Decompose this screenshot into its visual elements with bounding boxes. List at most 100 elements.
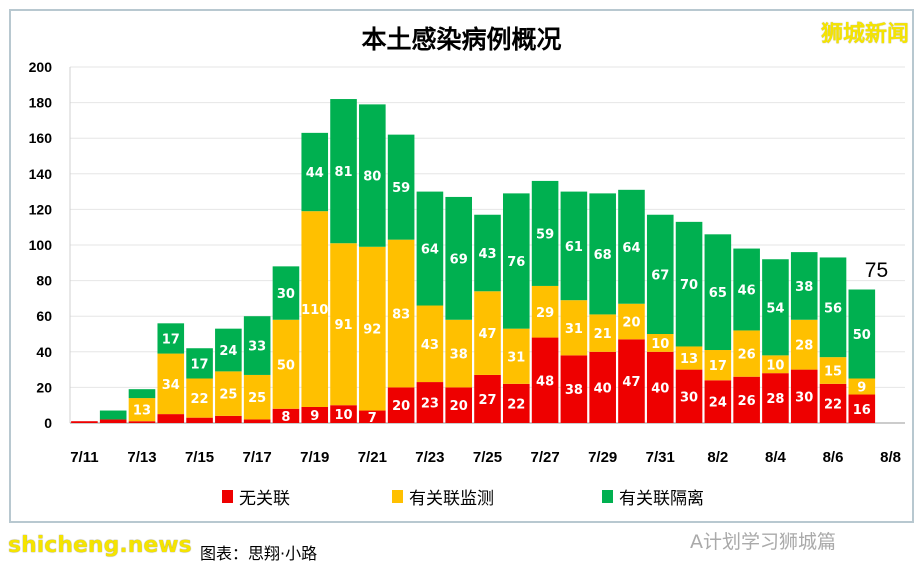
data-label: 47 bbox=[478, 327, 496, 342]
legend-label: 有关联监测 bbox=[409, 489, 494, 509]
bar-segment bbox=[186, 417, 213, 423]
bar-segment bbox=[243, 374, 271, 420]
bar-segment bbox=[474, 214, 501, 292]
data-label: 23 bbox=[421, 397, 439, 412]
data-label: 48 bbox=[536, 374, 554, 389]
data-label: 40 bbox=[594, 381, 612, 396]
x-tick-label: 7/23 bbox=[415, 449, 444, 466]
bar-segment bbox=[301, 211, 329, 407]
data-label: 67 bbox=[651, 268, 669, 283]
data-label: 28 bbox=[766, 392, 784, 407]
data-label: 10 bbox=[651, 337, 669, 352]
data-label: 59 bbox=[536, 227, 554, 242]
bar-segment bbox=[704, 350, 732, 381]
x-tick-label: 7/15 bbox=[185, 449, 214, 466]
bar-segment bbox=[215, 371, 242, 416]
legend-item-quarantined: 有关联隔离 bbox=[602, 484, 704, 509]
bar-segment bbox=[71, 421, 98, 423]
bar-segment bbox=[186, 348, 213, 379]
legend-label: 无关联 bbox=[239, 489, 290, 509]
watermark: 狮城新闻 bbox=[820, 22, 909, 47]
data-label: 40 bbox=[651, 381, 669, 396]
chart-credit: 图表：思翔·小路 bbox=[200, 544, 318, 563]
data-label: 33 bbox=[248, 340, 266, 355]
bar-segment bbox=[301, 406, 329, 423]
y-tick-label: 20 bbox=[36, 379, 52, 395]
y-tick-label: 40 bbox=[36, 344, 52, 360]
legend-item-unlinked: 无关联 bbox=[222, 484, 290, 509]
legend-item-monitored: 有关联监测 bbox=[392, 484, 494, 509]
data-label: 29 bbox=[536, 306, 554, 321]
bar-segment bbox=[762, 259, 789, 356]
bar-segment bbox=[128, 398, 156, 422]
x-tick-label: 8/4 bbox=[765, 449, 787, 466]
bar-segment bbox=[589, 193, 616, 315]
bar-segment bbox=[272, 266, 300, 320]
data-label: 17 bbox=[709, 359, 727, 374]
data-label: 7 bbox=[368, 411, 377, 426]
bar-segment bbox=[589, 314, 616, 352]
bar-segment bbox=[157, 414, 185, 423]
data-label: 43 bbox=[478, 247, 496, 262]
y-tick-label: 0 bbox=[44, 415, 52, 431]
x-tick-label: 7/21 bbox=[358, 449, 387, 466]
data-label: 38 bbox=[450, 348, 468, 363]
bar-segment bbox=[186, 378, 213, 418]
bar-segment bbox=[330, 243, 357, 406]
data-label: 10 bbox=[766, 358, 784, 373]
bar-segment bbox=[733, 248, 760, 331]
data-label: 50 bbox=[853, 328, 871, 343]
bar-segment bbox=[762, 373, 789, 423]
data-label: 25 bbox=[248, 391, 266, 406]
bar-segment bbox=[416, 191, 444, 306]
x-tick-label: 7/11 bbox=[70, 449, 98, 466]
bar-segment bbox=[848, 394, 876, 423]
bar-segment bbox=[301, 132, 329, 212]
bar-segment bbox=[762, 355, 789, 374]
data-label: 38 bbox=[795, 280, 813, 295]
bar-segment bbox=[675, 221, 703, 347]
y-tick-label: 60 bbox=[36, 308, 52, 324]
bar-segment bbox=[848, 378, 876, 395]
bar-segment bbox=[445, 319, 473, 388]
bar-segment bbox=[359, 410, 386, 423]
bar-segment bbox=[646, 334, 674, 352]
bar-segment bbox=[243, 316, 271, 375]
y-tick-label: 180 bbox=[29, 95, 53, 111]
bar-segment bbox=[416, 305, 444, 383]
bar-segment bbox=[589, 351, 616, 423]
y-tick-label: 80 bbox=[36, 273, 52, 289]
bar-segment bbox=[128, 389, 156, 399]
data-label: 31 bbox=[565, 322, 583, 337]
bar-segment bbox=[502, 383, 530, 423]
bar-segment bbox=[99, 419, 127, 423]
data-label: 46 bbox=[738, 284, 756, 299]
bar-segment bbox=[272, 319, 300, 409]
bar-segment bbox=[474, 291, 501, 375]
x-tick-label: 7/29 bbox=[588, 449, 617, 466]
data-label: 26 bbox=[738, 348, 756, 363]
x-tick-label: 7/27 bbox=[530, 449, 559, 466]
bar-segment bbox=[359, 246, 386, 411]
bar-segment bbox=[646, 351, 674, 423]
bar-segment bbox=[243, 419, 271, 423]
bar-segment bbox=[675, 369, 703, 423]
bar-segment bbox=[445, 196, 473, 320]
data-label: 80 bbox=[363, 170, 381, 185]
data-label: 25 bbox=[219, 388, 237, 403]
bar-segment bbox=[272, 408, 300, 423]
x-tick-label: 7/19 bbox=[300, 449, 329, 466]
data-label: 22 bbox=[507, 397, 525, 412]
x-tick-label: 7/31 bbox=[646, 449, 675, 466]
bar-segment bbox=[215, 415, 242, 423]
legend-swatch-red bbox=[222, 490, 233, 503]
data-label: 15 bbox=[824, 364, 842, 379]
bar-segment bbox=[502, 193, 530, 329]
x-tick-label: 8/6 bbox=[823, 449, 844, 466]
data-label: 83 bbox=[392, 308, 410, 323]
y-tick-label: 100 bbox=[29, 237, 53, 253]
bar-segment bbox=[387, 134, 415, 240]
bar-segment bbox=[819, 357, 847, 384]
data-label: 81 bbox=[334, 165, 352, 180]
